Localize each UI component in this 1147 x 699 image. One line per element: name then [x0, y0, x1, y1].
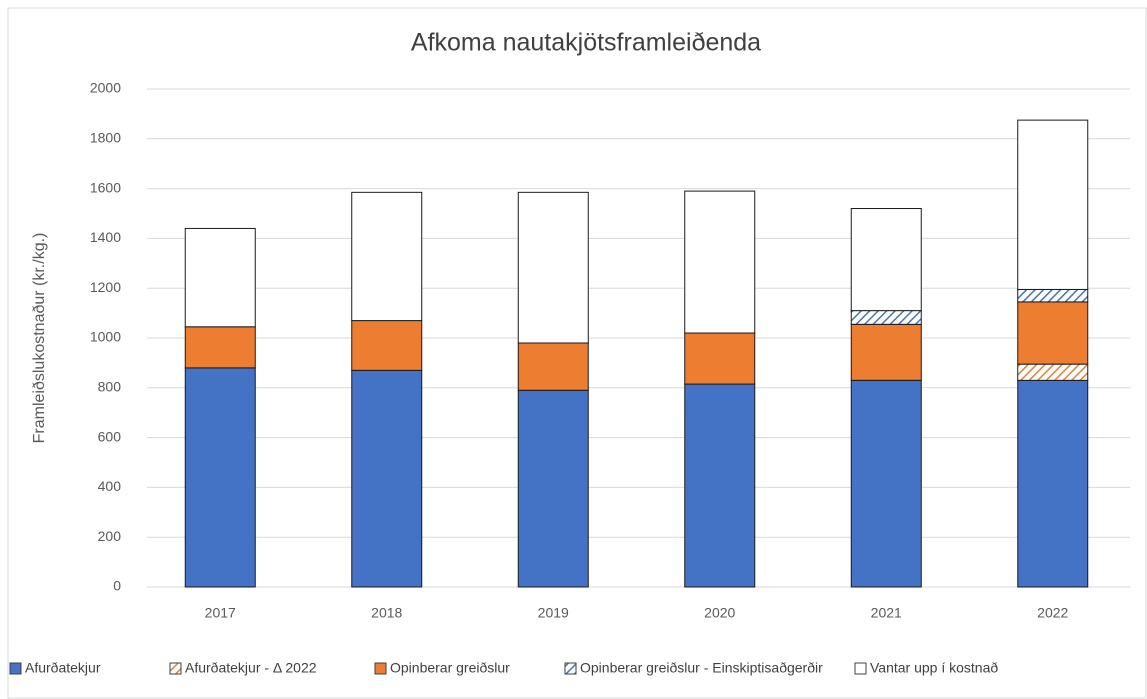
bar-segment — [351, 369, 423, 588]
y-tick-label: 200 — [98, 528, 122, 544]
y-tick-label: 1800 — [90, 130, 121, 146]
y-tick-label: 600 — [98, 428, 122, 444]
chart-title: Afkoma nautakjötsframleiðenda — [411, 29, 761, 57]
y-tick-label: 0 — [113, 578, 121, 594]
y-tick-label: 2000 — [90, 80, 121, 96]
bar-segment — [517, 191, 589, 344]
y-tick-label: 400 — [98, 478, 122, 494]
bar-segment — [517, 389, 589, 588]
bar-segment — [351, 191, 423, 322]
x-tick-label: 2018 — [371, 605, 402, 621]
bar-segment — [684, 332, 756, 385]
bar-segment — [184, 227, 256, 328]
legend-label: Afurðatekjur - Δ 2022 — [185, 660, 317, 676]
bar-segment — [184, 367, 256, 588]
bar-segment — [351, 320, 423, 371]
x-tick-label: 2019 — [538, 605, 569, 621]
y-tick-label: 1400 — [90, 229, 121, 245]
legend-label: Opinberar greiðslur — [390, 660, 510, 676]
bar-segment — [1017, 363, 1089, 381]
y-tick-label: 1000 — [90, 329, 121, 345]
legend-label: Opinberar greiðslur - Einskiptisaðgerðir — [580, 660, 823, 676]
y-tick-label: 1200 — [90, 279, 121, 295]
bar-segment — [184, 326, 256, 369]
bar-segment — [850, 310, 922, 325]
legend-swatch — [169, 662, 182, 675]
bar-segment — [850, 323, 922, 381]
bar-segment — [1017, 288, 1089, 303]
y-tick-label: 800 — [98, 379, 122, 395]
x-tick-label: 2020 — [704, 605, 735, 621]
y-tick-label: 1600 — [90, 179, 121, 195]
bar-segment — [1017, 379, 1089, 588]
y-axis-label: Framleiðslukostnaður (kr./kg.) — [31, 233, 48, 444]
x-tick-label: 2021 — [871, 605, 902, 621]
bar-segment — [850, 379, 922, 588]
bar-segment — [517, 342, 589, 391]
legend-label: Vantar upp í kostnað — [870, 660, 998, 676]
x-tick-label: 2022 — [1037, 605, 1068, 621]
legend-swatch — [564, 662, 577, 675]
bar-segment — [1017, 301, 1089, 365]
legend-swatch — [374, 662, 387, 675]
x-tick-label: 2017 — [205, 605, 236, 621]
bar-segment — [684, 190, 756, 334]
legend-swatch — [9, 662, 22, 675]
legend-label: Afurðatekjur — [25, 660, 101, 676]
legend-swatch — [854, 662, 867, 675]
bar-segment — [684, 383, 756, 588]
bar-segment — [850, 208, 922, 312]
bar-segment — [1017, 119, 1089, 290]
